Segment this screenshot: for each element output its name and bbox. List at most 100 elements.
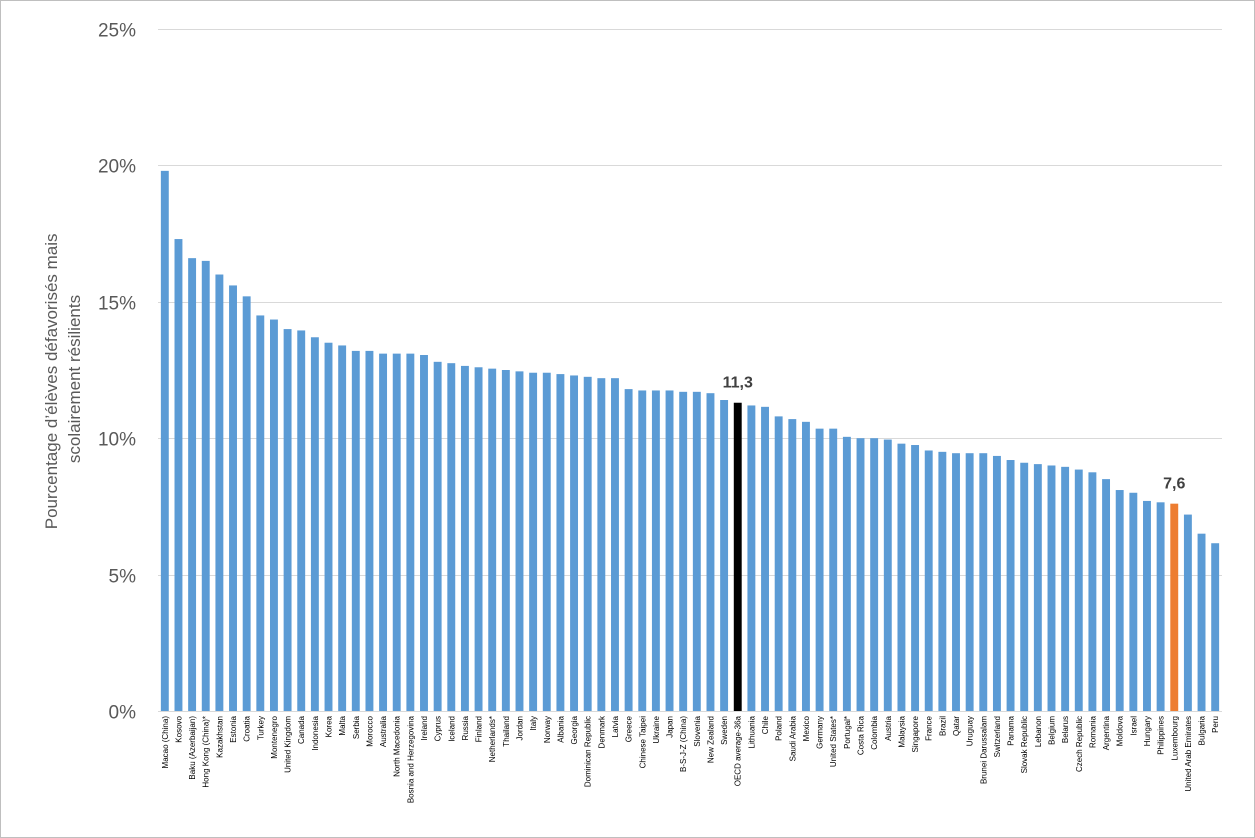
x-tick-label: Malta [338, 715, 347, 735]
bar-portugal [842, 436, 851, 711]
x-tick-label: Costa Rica [857, 715, 866, 755]
x-tick-label: Portugal* [843, 716, 852, 749]
x-tick-label: Ukraine [652, 715, 661, 743]
x-tick-label: Japan [666, 716, 675, 738]
x-tick-label: Norway [543, 716, 552, 743]
x-tick-label: Georgia [570, 715, 579, 744]
bar-costa-rica [856, 438, 865, 711]
bar-sweden [720, 400, 729, 711]
x-tick-label: Italy [529, 716, 538, 731]
bar-slovenia [692, 391, 701, 711]
x-tick-label: Slovenia [693, 715, 702, 746]
y-tick-label: 10% [98, 430, 136, 451]
y-axis-label: Pourcentage d’élèves défavorisés mais sc… [42, 229, 84, 530]
x-tick-label: Korea [325, 715, 334, 737]
bar-oecd-average-36a [733, 402, 742, 711]
x-tick-label: Moldova [1116, 715, 1125, 746]
x-tick-label: Kosovo [174, 715, 183, 742]
bars [160, 170, 1220, 712]
x-tick-label: Uruguay [966, 716, 975, 746]
x-tick-label: Morocco [365, 715, 374, 746]
x-tick-label: Luxembourg [1170, 716, 1179, 760]
bar-denmark [597, 378, 606, 711]
y-tick-label: 5% [109, 567, 137, 588]
y-tick-label: 20% [98, 157, 136, 178]
x-tick-label: Hong Kong (China)* [202, 716, 211, 788]
data-label: 11,3 [723, 375, 753, 392]
bar-norway [542, 372, 551, 711]
x-tick-label: Germany [816, 716, 825, 749]
x-tick-label: Lebanon [1034, 716, 1043, 747]
bar-brunei-darussalam [979, 453, 988, 711]
x-tick-label: Albania [556, 715, 565, 742]
x-tick-label: Belarus [1061, 716, 1070, 743]
bar-bulgaria [1197, 533, 1206, 711]
bar-mexico [801, 421, 810, 711]
bar-japan [665, 390, 674, 711]
bar-croatia [242, 296, 251, 711]
bar-malta [338, 345, 347, 711]
bar-jordan [515, 371, 524, 711]
bar-ukraine [651, 390, 660, 711]
bar-latvia [611, 378, 619, 711]
x-tick-label: Finland [475, 716, 484, 742]
x-tick-label: Singapore [911, 715, 920, 752]
bar-philippines [1156, 502, 1165, 711]
x-tick-label: United States* [829, 716, 838, 767]
bar-australia [379, 353, 388, 711]
x-tick-label: Montenegro [270, 715, 279, 758]
bar-thailand [501, 370, 510, 711]
bar-georgia [570, 375, 579, 711]
bar-saudi-arabia [788, 419, 797, 711]
bar-north-macedonia [392, 353, 401, 711]
bar-cyprus [433, 361, 442, 711]
y-axis-label-line-1: Pourcentage d’élèves défavorisés mais [42, 233, 61, 529]
x-tick-label: B-S-J-Z (China) [679, 716, 688, 772]
y-tick-label: 0% [109, 703, 137, 724]
bar-uruguay [965, 453, 974, 711]
x-tick-label: Macao (China) [161, 716, 170, 769]
x-tick-label: Croatia [243, 715, 252, 741]
bar-chile [761, 406, 769, 711]
x-tick-label: Netherlands* [488, 716, 497, 762]
bar-peru [1211, 543, 1220, 711]
x-tick-label: Chile [761, 715, 770, 734]
bar-iceland [447, 363, 456, 711]
bar-singapore [911, 445, 920, 711]
bar-morocco [365, 350, 374, 711]
x-tick-label: OECD average-36a [734, 715, 743, 786]
bar-new-zealand [706, 393, 715, 711]
x-tick-label: Qatar [952, 716, 961, 736]
x-tick-label: Thailand [502, 716, 511, 747]
x-tick-label: Lithuania [747, 715, 756, 748]
x-axis-ticks: Macao (China) Kosovo Baku (Azerbaijan) Hong… [161, 715, 1220, 803]
bar-israel [1129, 492, 1138, 711]
bar-estonia [229, 285, 237, 711]
bar-italy [529, 372, 538, 711]
x-tick-label: Slovak Republic [1020, 716, 1029, 773]
x-tick-label: Belgium [1047, 716, 1056, 745]
bar-bosnia-and-herzegovina [406, 353, 415, 711]
bar-united-states [829, 428, 838, 711]
x-tick-label: Panama [1007, 715, 1016, 745]
x-tick-label: Estonia [229, 715, 238, 742]
bar-kazakhstan [215, 274, 224, 711]
x-tick-label: Chinese Taipei [638, 716, 647, 769]
x-tick-label: Dominican Republic [584, 716, 593, 787]
x-tick-label: Indonesia [311, 715, 320, 750]
x-tick-label: Brunei Darussalam [979, 716, 988, 784]
bar-romania [1088, 472, 1097, 711]
y-tick-label: 15% [98, 294, 136, 315]
bar-chinese-taipei [638, 390, 647, 711]
bar-hungary [1143, 500, 1151, 711]
bar-belarus [1061, 466, 1070, 711]
data-labels: 11,3 7,6 [723, 375, 1186, 493]
x-tick-label: Canada [297, 715, 306, 744]
x-tick-label: Philippines [1157, 716, 1166, 755]
bar-macao-china [160, 170, 169, 712]
bar-greece [624, 389, 633, 711]
bar-belgium [1047, 465, 1056, 711]
bar-colombia [870, 438, 879, 711]
bar-united-kingdom [283, 329, 292, 711]
x-tick-label: Ireland [420, 716, 429, 740]
